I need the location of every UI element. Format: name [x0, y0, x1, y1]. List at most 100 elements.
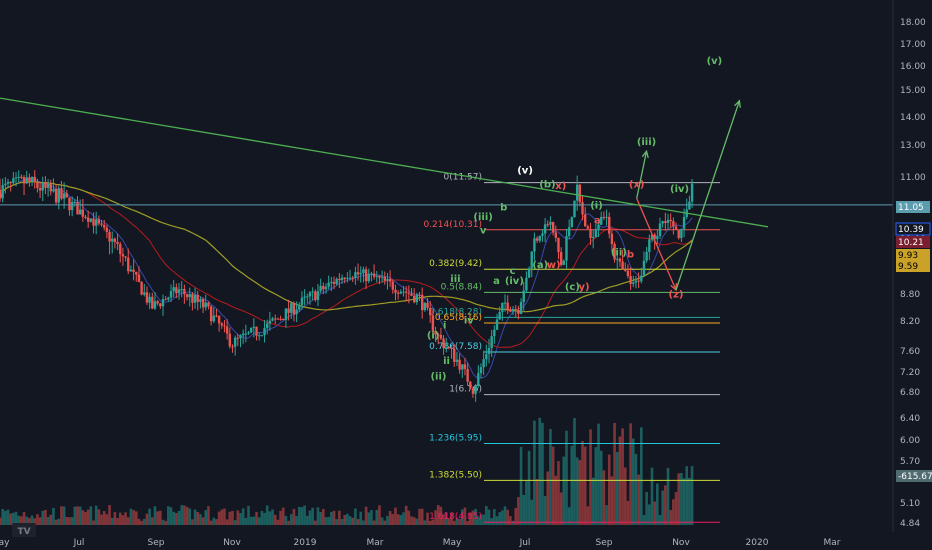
- volume-bar: [575, 457, 579, 525]
- candle-body: [348, 277, 352, 279]
- candle-body: [669, 219, 672, 222]
- svg-text:9.59: 9.59: [898, 262, 918, 272]
- candle-body: [148, 296, 151, 303]
- volume-bar: [86, 509, 90, 525]
- candle-body: [97, 219, 101, 224]
- price-tick-label: 14.00: [900, 113, 926, 123]
- candle-body: [44, 181, 47, 188]
- volume-bar: [399, 515, 403, 525]
- wave-labels-layer: (v)(iii)(iv)(z)(x)(v)(b) x)(i)a(ii) b(a)w)…: [427, 56, 722, 383]
- drawings-layer: [0, 97, 893, 292]
- volume-bar: [335, 519, 338, 525]
- fib-level-label: 0(11.57): [443, 173, 482, 183]
- candle-body: [105, 227, 109, 233]
- volume-bar: [412, 517, 416, 525]
- candle-body: [616, 258, 619, 260]
- volume-bar: [249, 516, 253, 525]
- candle-body: [322, 285, 325, 290]
- candle-body: [292, 303, 296, 315]
- wave-label: (z): [669, 290, 684, 301]
- volume-bar: [303, 505, 306, 525]
- volume-bar: [159, 510, 162, 525]
- price-tick-label: 6.00: [900, 436, 920, 446]
- volume-bar: [273, 514, 277, 525]
- volume-bar: [648, 504, 651, 525]
- wave-label: (a): [532, 260, 548, 271]
- candle-body: [60, 188, 63, 199]
- volume-bar: [183, 505, 186, 525]
- candle-body: [164, 299, 167, 301]
- time-tick-label: 2020: [746, 538, 769, 548]
- volume-bar: [153, 506, 157, 525]
- price-tick-label: 7.20: [900, 368, 920, 378]
- candle-body: [493, 329, 496, 337]
- volume-bar: [297, 506, 301, 525]
- volume-bar: [351, 517, 355, 525]
- forecast-arrow: [636, 151, 648, 199]
- candle-body: [602, 216, 606, 218]
- candle-body: [634, 280, 638, 283]
- candle-body: [346, 277, 349, 279]
- volume-bar: [661, 490, 664, 525]
- candle-body: [92, 218, 95, 226]
- candle-body: [469, 381, 472, 389]
- wave-label: (v): [517, 165, 533, 176]
- wave-label: (iii): [637, 137, 656, 148]
- volume-bar: [271, 509, 274, 525]
- forecast-arrow: [636, 198, 677, 291]
- candle-body: [25, 177, 28, 184]
- volume-bar: [191, 519, 194, 525]
- candle-body: [343, 277, 346, 279]
- volume-bar: [460, 509, 464, 525]
- candle-body: [664, 221, 667, 223]
- volume-bar: [466, 520, 469, 525]
- volume-bar: [134, 511, 138, 525]
- volume-bar: [113, 512, 117, 525]
- volume-bar: [610, 476, 614, 525]
- volume-bar: [175, 513, 178, 525]
- volume-bar: [506, 509, 509, 525]
- volume-bar: [276, 519, 280, 525]
- volume-bar: [4, 510, 7, 525]
- candle-body: [340, 277, 344, 281]
- candle-body: [137, 274, 141, 283]
- volume-bar: [672, 499, 675, 525]
- volume-bar: [1, 508, 4, 525]
- volume-bar: [17, 515, 21, 525]
- candle-body: [402, 291, 405, 293]
- volume-bar: [525, 480, 528, 525]
- volume-bar: [485, 506, 488, 525]
- volume-bar: [559, 492, 563, 525]
- candle-body: [6, 181, 10, 184]
- volume-bar: [281, 507, 285, 525]
- candle-body: [217, 315, 221, 324]
- volume-bar: [685, 466, 689, 525]
- time-tick-label: Mar: [367, 538, 384, 548]
- price-tick-label: 13.00: [900, 141, 926, 151]
- volume-bar: [6, 509, 10, 525]
- volume-bar: [116, 518, 119, 525]
- candle-body: [119, 244, 122, 255]
- candle-body: [70, 202, 74, 211]
- time-axis[interactable]: ay Jul Sep Nov 2019 Mar May Jul Sep Nov 2020 Mar: [0, 538, 841, 548]
- candle-body: [437, 334, 440, 336]
- volume-bar: [605, 505, 608, 525]
- volume-bar: [0, 517, 2, 525]
- volume-bar: [490, 518, 493, 525]
- fib-level-label: 1.236(5.95): [429, 434, 482, 444]
- candle-body: [404, 291, 408, 293]
- volume-bar: [268, 511, 272, 525]
- candle-body: [287, 308, 290, 313]
- volume-bar: [225, 519, 229, 525]
- candle-body: [605, 216, 608, 218]
- volume-bar: [615, 452, 619, 525]
- volume-bar: [284, 515, 288, 525]
- volume-bar: [658, 514, 662, 525]
- candle-body: [495, 319, 499, 330]
- volume-bar: [458, 518, 461, 525]
- volume-bar: [597, 423, 600, 525]
- time-tick-label: Sep: [596, 538, 613, 548]
- volume-bar: [431, 519, 435, 525]
- candle-body: [458, 359, 461, 370]
